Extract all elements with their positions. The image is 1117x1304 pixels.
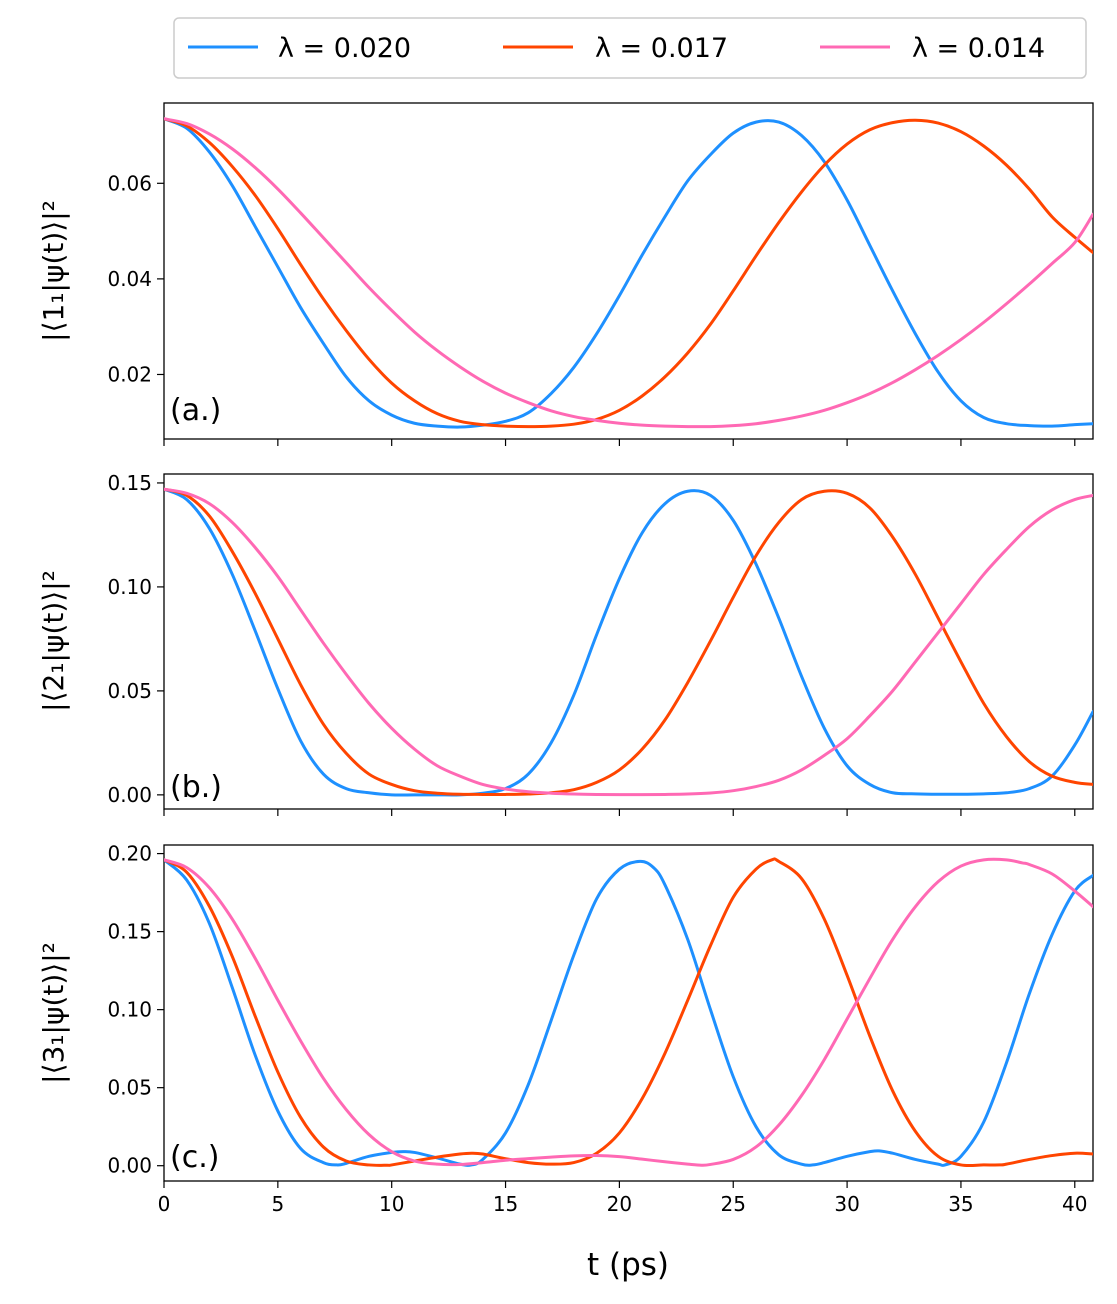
- panel-a-label: (a.): [170, 393, 221, 428]
- panel-b-ytick-label: 0.05: [107, 679, 152, 703]
- panel-a-ticks: 0.02 0.04 0.06: [107, 171, 1076, 446]
- panel-c-ytick-label: 0.15: [107, 920, 152, 944]
- panel-b-ytick-label: 0.10: [107, 575, 152, 599]
- panel-a-ylabel: |⟨1₁|ψ(t)⟩|²: [37, 200, 70, 342]
- panel-a-frame: [163, 102, 1094, 440]
- panel-c-xtick-label: 30: [834, 1192, 859, 1216]
- panel-c-ytick-label: 0.05: [107, 1076, 152, 1100]
- panel-a-series-1: [164, 117, 1093, 429]
- panel-a-ytick-label: 0.06: [107, 171, 152, 195]
- panel-a-ytick-label: 0.02: [107, 362, 152, 386]
- panel-c-frame: [163, 844, 1094, 1182]
- panel-c-label: (c.): [170, 1140, 219, 1175]
- panel-b-ylabel: |⟨2₁|ψ(t)⟩|²: [37, 570, 70, 712]
- legend-frame: [173, 17, 1087, 79]
- panel-c-xtick-label: 20: [607, 1192, 632, 1216]
- panel-b: 0.00 0.05 0.10 0.15 (b.) |⟨2₁|ψ(t)⟩|²: [37, 471, 1094, 816]
- panel-a-series: [164, 117, 1093, 429]
- panel-a-ytick-label: 0.04: [107, 267, 152, 291]
- panel-c-xtick-label: 10: [379, 1192, 404, 1216]
- panel-c-ylabel: |⟨3₁|ψ(t)⟩|²: [37, 942, 70, 1084]
- panel-c-xlabel: t (ps): [587, 1247, 669, 1283]
- panel-c-series: [164, 857, 1093, 1168]
- panel-c-series-2: [164, 857, 1093, 1167]
- panel-c-ticks: 0 5 10 15 20 25 30 35 40 0.00 0.05 0.10 0.15 0.20: [107, 842, 1087, 1216]
- panel-b-ticks: 0.00 0.05 0.10 0.15: [107, 471, 1076, 816]
- panel-c-series-1: [164, 857, 1093, 1168]
- panel-c-xtick-label: 35: [948, 1192, 973, 1216]
- panel-a-series-0: [164, 117, 1093, 429]
- panel-b-series-0: [164, 487, 1093, 797]
- panel-b-label: (b.): [170, 770, 222, 805]
- panel-c-series-0: [164, 858, 1093, 1167]
- panel-c-xtick-label: 25: [721, 1192, 746, 1216]
- panel-c-xtick-label: 15: [493, 1192, 518, 1216]
- legend-label-0: λ = 0.020: [278, 33, 411, 64]
- panel-b-series-2: [164, 487, 1093, 797]
- panel-c: 0 5 10 15 20 25 30 35 40 0.00 0.05 0.10 0.15 0.20 (c.…: [37, 842, 1094, 1283]
- legend: λ = 0.020 λ = 0.017 λ = 0.014: [173, 17, 1087, 79]
- panel-b-ytick-label: 0.00: [107, 783, 152, 807]
- panel-a-series-2: [164, 117, 1093, 429]
- panel-b-series-1: [164, 487, 1093, 796]
- panel-c-xtick-label: 0: [158, 1192, 171, 1216]
- legend-label-2: λ = 0.014: [912, 33, 1045, 64]
- panel-c-ytick-label: 0.20: [107, 842, 152, 866]
- panel-c-xtick-label: 5: [271, 1192, 284, 1216]
- legend-label-1: λ = 0.017: [595, 33, 728, 64]
- panel-b-series: [164, 487, 1093, 797]
- panel-c-ytick-label: 0.10: [107, 998, 152, 1022]
- panel-c-ytick-label: 0.00: [107, 1154, 152, 1178]
- panel-c-xtick-label: 40: [1062, 1192, 1087, 1216]
- panel-a: 0.02 0.04 0.06 (a.) |⟨1₁|ψ(t)⟩|²: [37, 102, 1094, 446]
- panel-b-frame: [163, 473, 1094, 810]
- panel-b-ytick-label: 0.15: [107, 471, 152, 495]
